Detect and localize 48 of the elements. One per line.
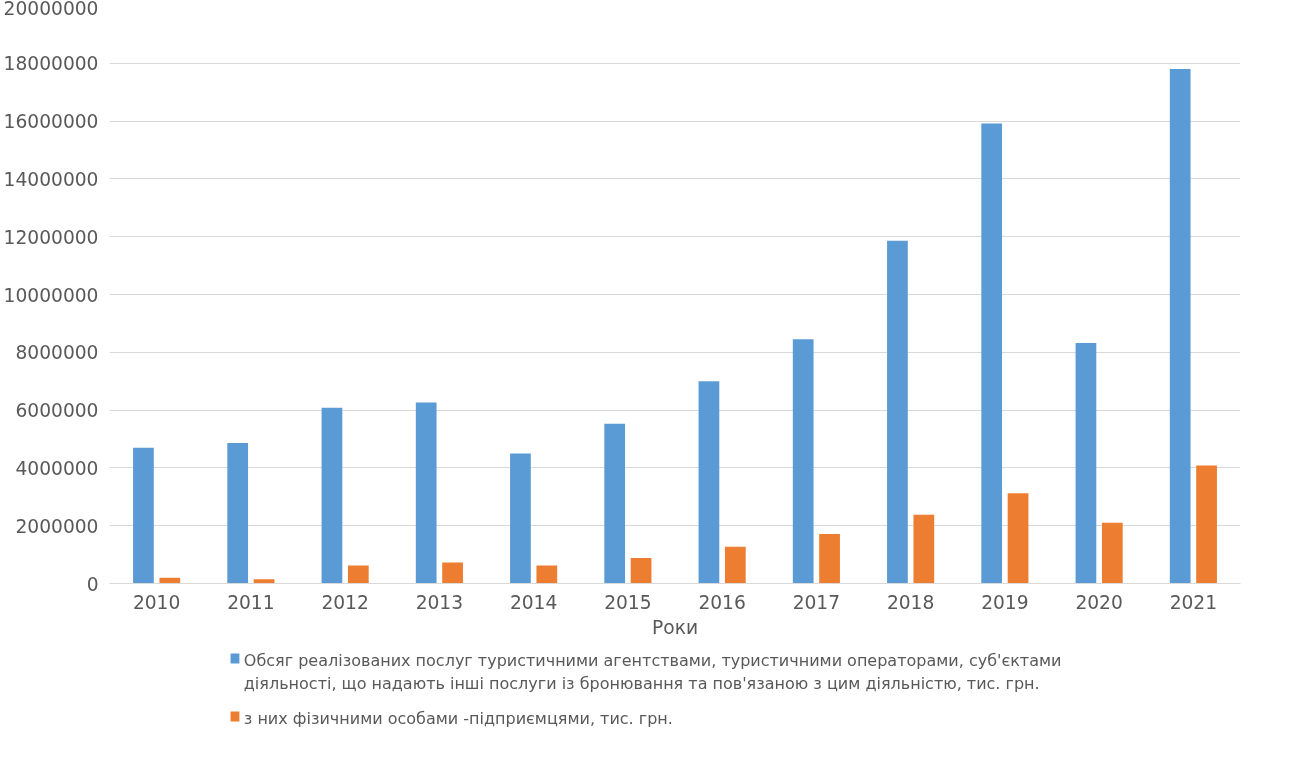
- bar: [510, 453, 531, 584]
- bar: [321, 407, 343, 584]
- x-tick-label: 2014: [509, 591, 558, 613]
- bar: [887, 240, 908, 584]
- x-tick-label: 2021: [1169, 591, 1218, 613]
- bar: [1101, 522, 1123, 584]
- legend-label: з них фізичними особами -підприємцями, тис. грн.: [243, 708, 673, 728]
- bar: [698, 381, 720, 584]
- bar: [792, 339, 814, 584]
- x-tick-label: 2017: [792, 591, 841, 613]
- bar: [133, 447, 154, 584]
- bar: [819, 534, 840, 584]
- y-tick-label: 4000000: [15, 457, 99, 479]
- bar: [227, 443, 249, 584]
- y-tick-label: 12000000: [3, 226, 99, 248]
- bar: [415, 402, 437, 584]
- x-tick-label: 2013: [415, 591, 464, 613]
- bar: [1007, 493, 1029, 584]
- bar: [1075, 343, 1097, 584]
- x-axis-title: Роки: [651, 616, 699, 638]
- y-tick-label: 8000000: [15, 342, 99, 364]
- bar: [536, 565, 558, 584]
- bar: [442, 562, 463, 584]
- x-tick-label: 2010: [132, 591, 181, 613]
- y-tick-label: 2000000: [15, 515, 99, 537]
- bar: [1169, 69, 1191, 584]
- x-tick-label: 2019: [981, 591, 1029, 613]
- bar: [724, 546, 746, 584]
- y-tick-label: 6000000: [15, 400, 99, 422]
- y-tick-label: 16000000: [3, 111, 99, 133]
- legend-label: Обсяг реалізованих послуг туристичними агентствами, туристичними операторами, суб'єктами діяльності, що надають інші послуги із бронювання та пов'язаною з цим діяльністю, тис. грн.: [243, 650, 1062, 694]
- y-tick-label: 18000000: [3, 53, 99, 75]
- x-tick-label: 2015: [604, 591, 652, 613]
- x-tick-label: 2016: [698, 591, 746, 613]
- bar: [913, 514, 935, 584]
- y-tick-label: 14000000: [3, 168, 99, 190]
- bar: [981, 123, 1003, 584]
- bar: [630, 558, 652, 584]
- bar: [347, 565, 369, 584]
- x-tick-label: 2011: [227, 591, 275, 613]
- bar: [1196, 465, 1217, 584]
- x-tick-label: 2018: [886, 591, 935, 613]
- y-tick-label: 20000000: [3, 0, 99, 19]
- bar: [604, 423, 626, 584]
- x-tick-label: 2020: [1075, 591, 1123, 613]
- y-tick-label: 10000000: [3, 284, 99, 306]
- x-tick-label: 2012: [321, 591, 369, 613]
- y-tick-label: 0: [86, 573, 99, 595]
